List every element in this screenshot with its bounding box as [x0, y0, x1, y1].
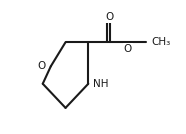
- Text: O: O: [38, 61, 46, 71]
- Text: O: O: [124, 44, 132, 54]
- Text: NH: NH: [93, 79, 109, 89]
- Text: CH₃: CH₃: [151, 37, 170, 47]
- Text: O: O: [106, 12, 114, 22]
